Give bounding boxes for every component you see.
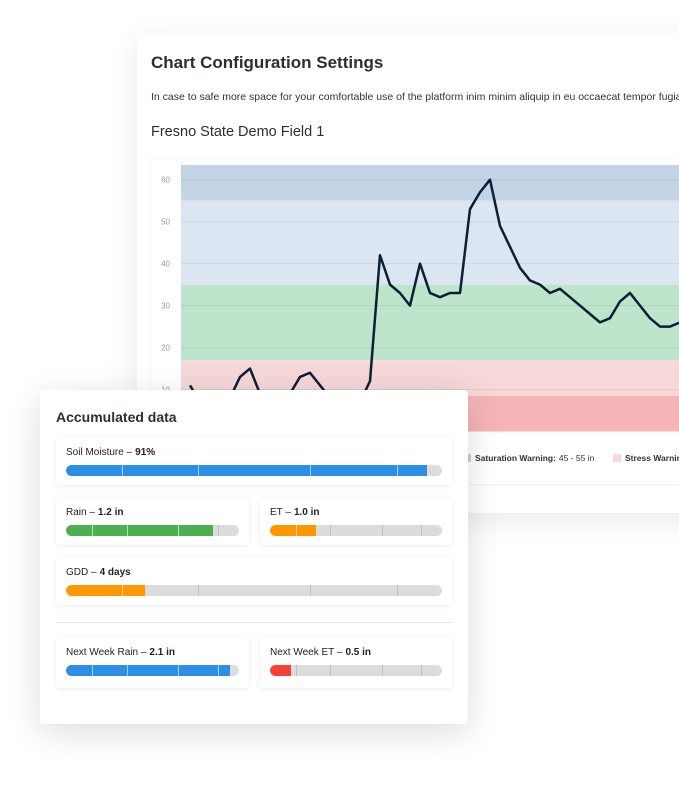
metric-name: Soil Moisture – — [66, 447, 133, 458]
progress-fill — [66, 465, 427, 476]
progress-divider — [122, 465, 124, 476]
metric-value: 0.5 in — [345, 647, 372, 658]
band — [181, 200, 679, 285]
metric-name: Rain – — [66, 507, 95, 518]
progress-divider — [330, 525, 332, 536]
progress-divider — [126, 665, 128, 676]
progress-track — [66, 665, 239, 676]
accumulated-card: Accumulated data Soil Moisture –91% Rain … — [40, 390, 468, 724]
settings-description: In case to safe more space for your comf… — [151, 91, 679, 103]
legend-text: Stress Warning: — [625, 453, 679, 463]
progress-divider — [330, 665, 332, 676]
progress-fill — [66, 525, 214, 536]
progress-track — [66, 525, 239, 536]
metric-value: 91% — [135, 447, 156, 458]
progress-divider — [91, 525, 93, 536]
band — [181, 165, 679, 201]
progress-fill — [66, 585, 145, 596]
legend-name: Stress Warning: — [625, 453, 679, 463]
metric-name: Next Week Rain – — [66, 647, 147, 658]
metric-value: 4 days — [99, 567, 131, 578]
accumulated-title: Accumulated data — [56, 409, 177, 425]
progress-divider — [178, 525, 180, 536]
metric-tile: Next Week ET –0.5 in — [260, 637, 452, 688]
metric-tile: GDD –4 days — [56, 557, 452, 605]
progress-divider — [197, 465, 199, 476]
legend-name: Saturation Warning: — [475, 453, 556, 463]
metric-label: Rain –1.2 in — [66, 507, 123, 518]
metric-value: 2.1 in — [149, 647, 175, 658]
y-tick-label: 60 — [161, 176, 170, 185]
metric-tile: Next Week Rain –2.1 in — [56, 637, 249, 688]
legend-text: Saturation Warning: 45 - 55 in — [475, 453, 595, 463]
metric-label: Next Week Rain –2.1 in — [66, 647, 175, 658]
progress-divider — [218, 525, 220, 536]
progress-divider — [396, 585, 398, 596]
progress-divider — [91, 665, 93, 676]
metric-label: Soil Moisture –91% — [66, 447, 155, 458]
metric-name: Next Week ET – — [270, 647, 343, 658]
progress-track — [270, 525, 442, 536]
progress-divider — [381, 525, 383, 536]
progress-divider — [310, 585, 312, 596]
metric-tile: Rain –1.2 in — [56, 497, 249, 545]
separator — [56, 622, 452, 623]
settings-title: Chart Configuration Settings — [151, 53, 384, 72]
progress-divider — [122, 585, 124, 596]
metric-value: 1.0 in — [293, 507, 320, 518]
legend-swatch — [613, 454, 621, 462]
field-title: Fresno State Demo Field 1 — [151, 124, 325, 140]
progress-divider — [396, 465, 398, 476]
metric-tile: ET –1.0 in — [260, 497, 452, 545]
progress-divider — [381, 665, 383, 676]
metric-tile: Soil Moisture –91% — [56, 437, 452, 485]
progress-track — [66, 585, 442, 596]
progress-fill — [270, 665, 291, 676]
y-tick-label: 30 — [161, 302, 170, 311]
progress-fill — [66, 665, 231, 676]
progress-divider — [126, 525, 128, 536]
metric-name: ET – — [270, 507, 291, 518]
band — [181, 360, 679, 396]
metric-label: Next Week ET –0.5 in — [270, 647, 371, 658]
metric-label: GDD –4 days — [66, 567, 131, 578]
progress-divider — [178, 665, 180, 676]
metric-value: 1.2 in — [97, 507, 124, 518]
progress-divider — [218, 665, 220, 676]
progress-divider — [295, 525, 297, 536]
y-tick-label: 40 — [161, 260, 170, 269]
progress-divider — [421, 665, 423, 676]
progress-track — [270, 665, 442, 676]
legend-range: 45 - 55 in — [559, 453, 595, 463]
progress-divider — [310, 465, 312, 476]
y-tick-label: 50 — [161, 218, 170, 227]
progress-fill — [270, 525, 317, 536]
y-tick-label: 20 — [161, 344, 170, 353]
metric-name: GDD – — [66, 567, 97, 578]
progress-divider — [295, 665, 297, 676]
metric-label: ET –1.0 in — [270, 507, 320, 518]
progress-track — [66, 465, 442, 476]
band — [181, 284, 679, 361]
progress-divider — [421, 525, 423, 536]
progress-divider — [197, 585, 199, 596]
